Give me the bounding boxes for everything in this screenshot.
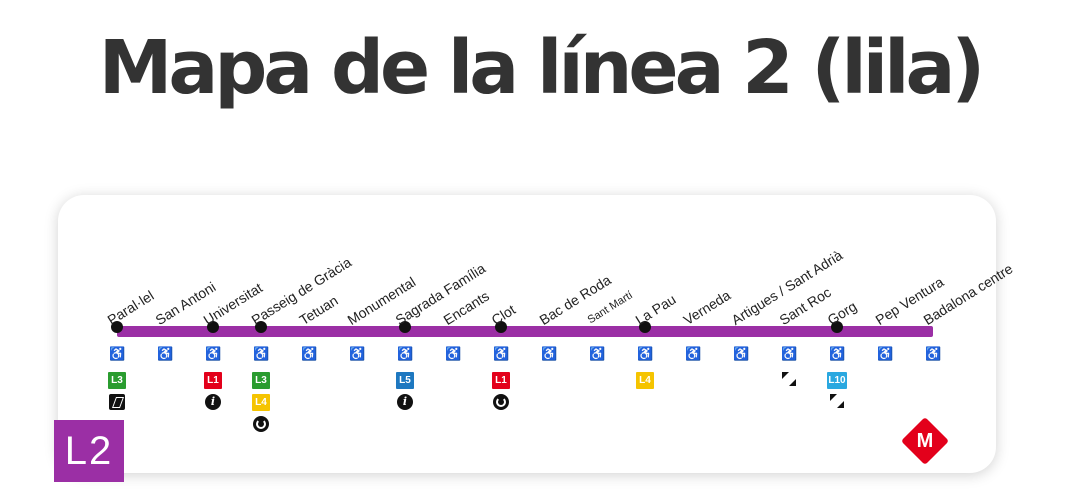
wheelchair-icon: ♿ — [205, 346, 222, 361]
metro-logo: M — [900, 416, 950, 466]
station-dot — [639, 321, 651, 333]
connection-badge-l10: L10 — [827, 372, 847, 389]
wheelchair-icon: ♿ — [877, 346, 894, 361]
connection-badge-l3: L3 — [108, 372, 126, 389]
regional-train-icon — [493, 394, 509, 410]
wheelchair-icon: ♿ — [733, 346, 750, 361]
funicular-icon — [109, 394, 125, 410]
wheelchair-icon: ♿ — [829, 346, 846, 361]
station-dot — [495, 321, 507, 333]
metro-logo-letter: M — [916, 430, 934, 452]
connection-badge-l1: L1 — [204, 372, 222, 389]
wheelchair-icon: ♿ — [349, 346, 366, 361]
connection-list: L1 — [492, 372, 512, 415]
info-icon: i — [397, 394, 413, 410]
connection-list — [780, 372, 800, 393]
station-dot — [111, 321, 123, 333]
connection-list: L4 — [636, 372, 656, 394]
connection-list: L1 i — [204, 372, 224, 415]
station-dot — [399, 321, 411, 333]
connection-badge-l1: L1 — [492, 372, 510, 389]
wheelchair-icon: ♿ — [589, 346, 606, 361]
connection-list: L3 L4 — [252, 372, 272, 437]
wheelchair-icon: ♿ — [781, 346, 798, 361]
wheelchair-icon: ♿ — [637, 346, 654, 361]
wheelchair-icon: ♿ — [685, 346, 702, 361]
wheelchair-icon: ♿ — [493, 346, 510, 361]
wheelchair-icon: ♿ — [157, 346, 174, 361]
tram-icon — [782, 372, 796, 386]
wheelchair-icon: ♿ — [925, 346, 942, 361]
page-title: Mapa de la línea 2 (lila) — [98, 25, 985, 111]
wheelchair-icon: ♿ — [445, 346, 462, 361]
station-dot — [831, 321, 843, 333]
connection-list: L3 — [108, 372, 128, 415]
wheelchair-icon: ♿ — [397, 346, 414, 361]
line-track — [117, 326, 933, 337]
tram-icon — [830, 394, 844, 408]
connection-badge-l3: L3 — [252, 372, 270, 389]
info-icon: i — [205, 394, 221, 410]
station-dot — [255, 321, 267, 333]
connection-list: L5 i — [396, 372, 416, 415]
connection-list: L10 — [827, 372, 848, 415]
wheelchair-icon: ♿ — [301, 346, 318, 361]
regional-train-icon — [253, 416, 269, 432]
connection-badge-l4: L4 — [636, 372, 654, 389]
connection-badge-l5: L5 — [396, 372, 414, 389]
station-dot — [207, 321, 219, 333]
wheelchair-icon: ♿ — [109, 346, 126, 361]
connection-badge-l4: L4 — [252, 394, 270, 411]
wheelchair-icon: ♿ — [253, 346, 270, 361]
line-badge: L2 — [54, 420, 124, 482]
wheelchair-icon: ♿ — [541, 346, 558, 361]
